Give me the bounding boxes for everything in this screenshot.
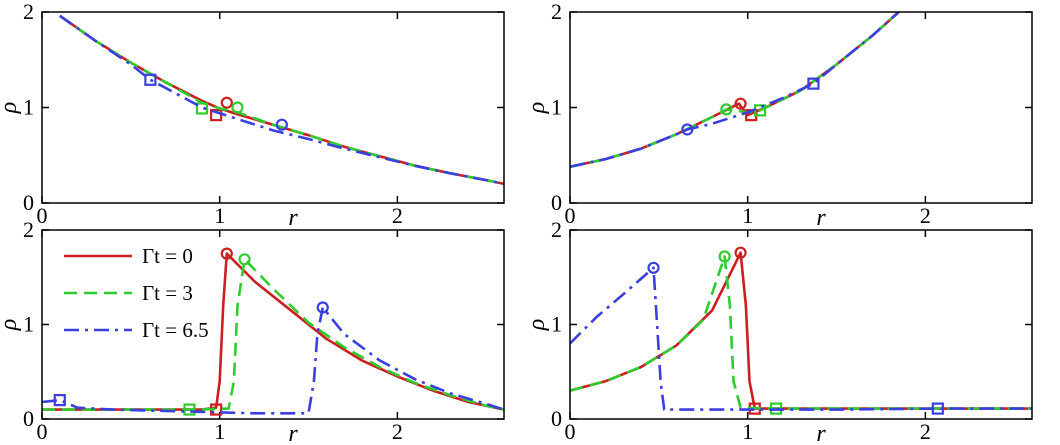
- x-axis-label: r: [816, 205, 826, 231]
- square-marker: [931, 402, 944, 415]
- legend: Γt = 0 Γt = 3 Γt = 6.5: [64, 244, 209, 342]
- y-tick-label: 0: [551, 406, 562, 431]
- x-tick-label: 1: [742, 419, 753, 444]
- square-marker: [183, 403, 196, 416]
- x-tick-label: 0: [37, 419, 48, 444]
- series-line-3: [42, 306, 504, 415]
- circle-marker: [220, 96, 233, 109]
- y-tick-label: 2: [551, 0, 562, 24]
- circle-marker: [647, 261, 660, 274]
- panel-bottom-left: 0 1 2 0 1 2 r ρ Γt = 0 Γt = 3 Γt = 6.5: [0, 217, 505, 445]
- circle-marker: [316, 301, 329, 314]
- series-line-2: [570, 255, 1032, 410]
- x-tick-label: 1: [214, 203, 225, 228]
- y-tick-label: 1: [551, 312, 562, 337]
- square-marker: [144, 73, 157, 86]
- series-line-3: [59, 14, 504, 186]
- panel-bottom-right: 0 1 2 0 1 2 r ρ: [524, 217, 1033, 445]
- y-axis-label: ρ: [524, 319, 550, 332]
- y-tick-label: 2: [551, 217, 562, 242]
- series-group: [570, 246, 1032, 415]
- circle-marker: [734, 246, 747, 259]
- circle-marker: [720, 103, 733, 116]
- y-tick-label: 1: [551, 95, 562, 120]
- y-axis-label: ρ: [0, 319, 22, 332]
- x-tick-label: 1: [214, 419, 225, 444]
- x-tick-label: 0: [565, 419, 576, 444]
- plot-frame: [41, 11, 505, 204]
- y-tick-label: 0: [551, 190, 562, 215]
- series-group: [42, 247, 504, 416]
- square-marker: [210, 109, 223, 122]
- plot-frame: [569, 229, 1033, 420]
- x-tick-label: 0: [565, 203, 576, 228]
- series-group: [570, 12, 900, 168]
- y-tick-label: 2: [23, 0, 34, 24]
- square-marker: [195, 102, 209, 115]
- y-tick-label: 0: [23, 406, 34, 431]
- series-line-2: [59, 14, 504, 186]
- series-line-1: [570, 12, 900, 168]
- circle-marker: [734, 97, 747, 110]
- series-line-3: [570, 266, 1032, 411]
- series-group: [59, 14, 504, 186]
- x-axis-label: r: [288, 421, 298, 445]
- plot-frame: [569, 11, 1033, 204]
- circle-marker: [275, 118, 288, 131]
- series-line-3: [570, 12, 900, 168]
- circle-marker: [681, 123, 694, 136]
- circle-marker: [238, 253, 251, 266]
- x-tick-label: 2: [920, 419, 931, 444]
- y-axis-label: ρ: [0, 102, 22, 115]
- legend-entry-label: Γt = 3: [142, 281, 193, 305]
- y-axis-label: ρ: [524, 102, 550, 115]
- x-tick-label: 2: [920, 203, 931, 228]
- plot-frame: [41, 229, 505, 420]
- circle-marker: [231, 101, 244, 114]
- y-tick-label: 1: [23, 95, 34, 120]
- y-tick-label: 1: [23, 312, 34, 337]
- x-tick-label: 2: [392, 203, 403, 228]
- x-tick-label: 2: [392, 419, 403, 444]
- x-axis-label: r: [288, 205, 298, 231]
- y-tick-label: 2: [23, 217, 34, 242]
- x-tick-label: 1: [742, 203, 753, 228]
- circle-marker: [220, 247, 233, 260]
- series-line-1: [59, 14, 504, 186]
- x-tick-label: 0: [37, 203, 48, 228]
- legend-entry-label: Γt = 6.5: [142, 318, 209, 342]
- panel-top-left: 0 1 2 0 1 2 r ρ: [0, 0, 505, 231]
- series-line-1: [570, 251, 1032, 410]
- circle-marker: [718, 250, 731, 263]
- series-line-2: [42, 257, 504, 411]
- panel-top-right: 0 1 2 0 1 2 r ρ: [524, 0, 1033, 231]
- square-marker: [53, 394, 66, 407]
- series-line-2: [570, 12, 900, 168]
- y-tick-label: 0: [23, 190, 34, 215]
- x-axis-label: r: [816, 421, 826, 445]
- legend-entry-label: Γt = 0: [142, 244, 193, 268]
- square-marker: [807, 77, 820, 90]
